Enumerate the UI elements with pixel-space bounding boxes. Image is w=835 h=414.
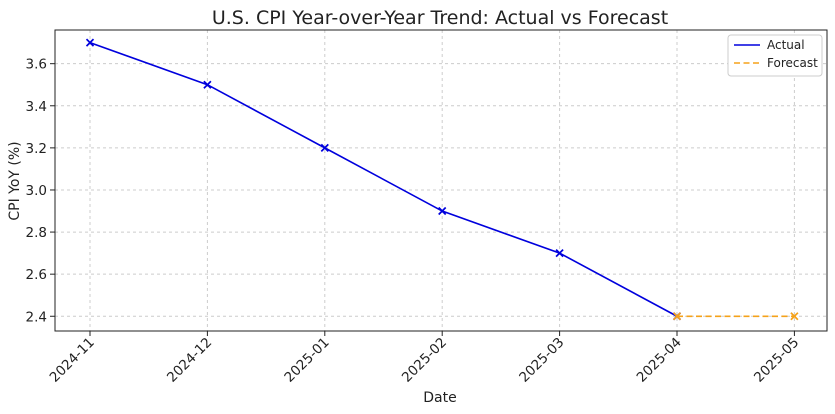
x-tick-label: 2025-04	[634, 335, 685, 386]
actual-data-point	[85, 38, 95, 47]
axes	[54, 29, 828, 332]
forecast-data-point	[790, 312, 799, 321]
chart-title: U.S. CPI Year-over-Year Trend: Actual vs…	[212, 7, 668, 29]
x-tick-label: 2025-02	[399, 335, 450, 386]
actual-data-point	[203, 80, 212, 89]
x-tick-label: 2024-11	[47, 335, 98, 386]
x-tick-label: 2025-01	[281, 335, 332, 386]
y-tick-label: 2.6	[26, 267, 47, 283]
legend-label-forecast: Forecast	[767, 56, 818, 70]
actual-data-point	[555, 249, 564, 258]
y-axis-label: CPI YoY (%)	[7, 141, 23, 220]
forecast-data-point	[672, 312, 682, 321]
x-axis-ticks: 2024-11 2024-12 2025-01 2025-02 2025-03 2025-…	[47, 331, 802, 386]
y-tick-label: 2.8	[26, 225, 47, 241]
grid-lines	[55, 30, 827, 331]
actual-series-line	[89, 41, 678, 317]
actual-data-point	[438, 206, 447, 216]
x-tick-label: 2024-12	[164, 335, 215, 386]
y-tick-label: 3.4	[26, 99, 47, 115]
x-tick-label: 2025-03	[516, 335, 567, 386]
plot-frame	[54, 29, 828, 332]
y-tick-label: 3.0	[26, 183, 47, 199]
legend: Actual Forecast	[727, 34, 823, 77]
x-tick-label: 2025-05	[751, 335, 802, 386]
actual-data-point	[320, 143, 329, 152]
y-tick-label: 3.6	[26, 57, 47, 73]
x-axis-label: Date	[423, 390, 456, 406]
y-tick-label: 3.2	[26, 141, 47, 157]
legend-label-actual: Actual	[767, 38, 805, 52]
y-tick-label: 2.4	[26, 309, 47, 325]
series-layer	[85, 38, 799, 321]
y-axis-ticks: 2.4 2.6 2.8 3.0 3.2 3.4 3.6	[26, 57, 55, 325]
